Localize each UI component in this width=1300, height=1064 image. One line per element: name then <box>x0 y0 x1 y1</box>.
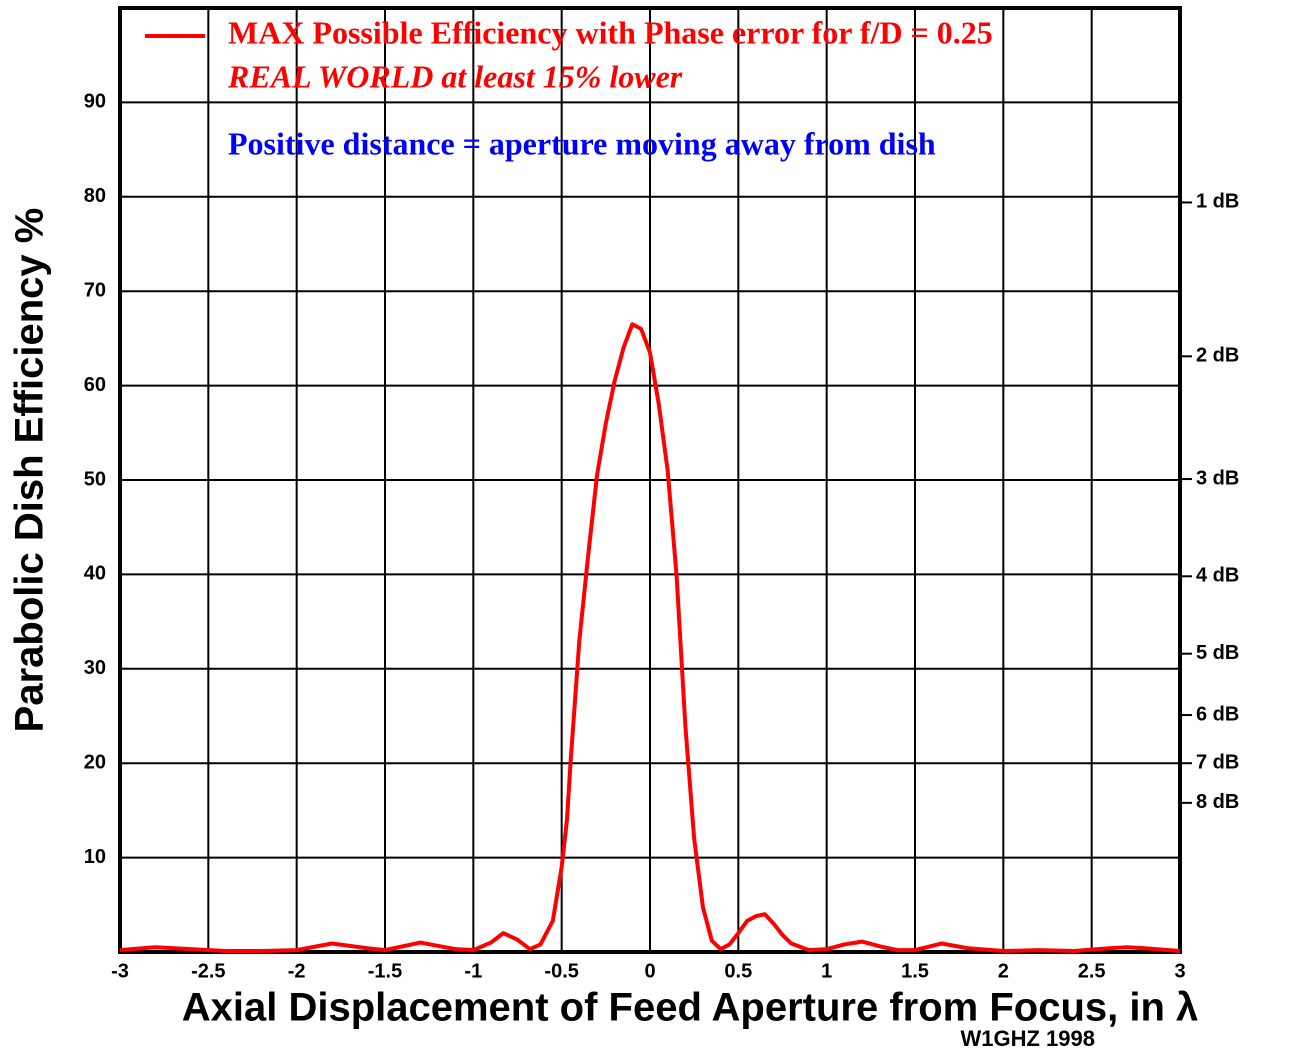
y-tick-label: 20 <box>84 751 106 773</box>
y2-tick-label: 7 dB <box>1196 751 1239 773</box>
y-axis-label: Parabolic Dish Efficiency % <box>8 208 52 733</box>
y-tick-label: 90 <box>84 91 106 113</box>
y2-tick-label: 8 dB <box>1196 791 1239 813</box>
plot-border <box>118 6 1182 954</box>
y2-tick-label: 5 dB <box>1196 642 1239 664</box>
y2-tick-label: 4 dB <box>1196 565 1239 587</box>
x-tick-label: -2 <box>288 960 306 982</box>
legend-label: MAX Possible Efficiency with Phase error… <box>228 14 993 50</box>
x-tick-label: 3 <box>1174 960 1185 982</box>
credit: W1GHZ 1998 <box>961 1026 1096 1051</box>
x-tick-label: 0 <box>644 960 655 982</box>
data-line <box>119 322 1181 954</box>
x-tick-label: -3 <box>111 960 129 982</box>
x-tick-label: 2.5 <box>1078 960 1106 982</box>
y-tick-label: 40 <box>84 563 106 585</box>
x-tick-label: -1.5 <box>368 960 402 982</box>
y2-tick-label: 2 dB <box>1196 345 1239 367</box>
y2-tick-label: 6 dB <box>1196 703 1239 725</box>
y2-tick-label: 3 dB <box>1196 467 1239 489</box>
y-tick-label: 70 <box>84 279 106 301</box>
annotation: REAL WORLD at least 15% lower <box>227 58 683 94</box>
y-tick-label: 60 <box>84 374 106 396</box>
x-tick-label: 2 <box>998 960 1009 982</box>
annotation: Positive distance = aperture moving away… <box>228 125 936 161</box>
x-tick-label: -1 <box>464 960 482 982</box>
x-tick-label: -0.5 <box>544 960 578 982</box>
x-tick-label: -2.5 <box>191 960 225 982</box>
x-tick-label: 0.5 <box>724 960 752 982</box>
y-tick-label: 80 <box>84 185 106 207</box>
x-tick-label: 1.5 <box>901 960 929 982</box>
y-tick-label: 30 <box>84 657 106 679</box>
y-tick-label: 10 <box>84 846 106 868</box>
y2-tick-label: 1 dB <box>1196 191 1239 213</box>
x-tick-label: 1 <box>821 960 832 982</box>
x-axis-label: Axial Displacement of Feed Aperture from… <box>182 986 1199 1030</box>
y-tick-label: 50 <box>84 468 106 490</box>
